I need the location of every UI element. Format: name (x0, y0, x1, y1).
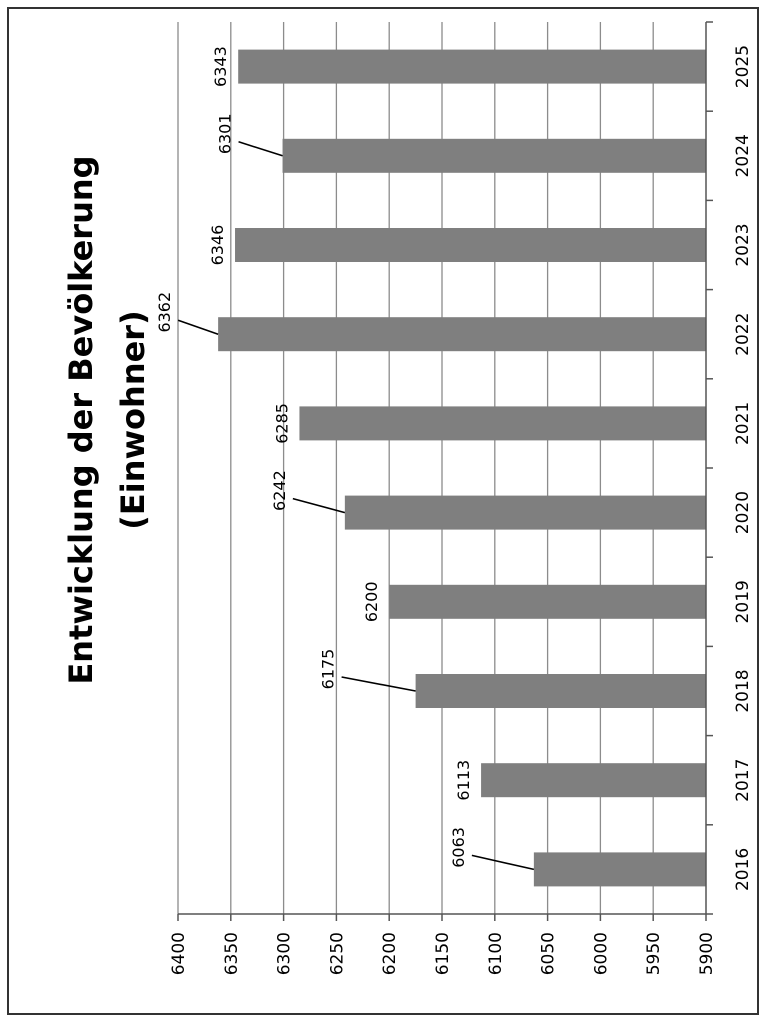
data-label: 6242 (270, 470, 289, 511)
category-label: 2018 (733, 669, 753, 712)
bars (218, 49, 707, 887)
bar (415, 674, 706, 708)
category-label: 2024 (733, 134, 753, 177)
data-label: 6175 (319, 649, 338, 690)
value-tick-label: 6250 (327, 932, 347, 975)
value-tick-label: 6100 (486, 932, 506, 975)
value-tick-label: 6300 (275, 932, 295, 975)
data-label: 6200 (362, 581, 381, 622)
category-label: 2023 (733, 223, 753, 266)
category-label: 2017 (733, 759, 753, 802)
value-tick-label: 6050 (539, 932, 559, 975)
bar (481, 763, 706, 798)
data-labels: 6063 6113 6175 6200 6242 6285 6362 6346 6301 6343 (155, 46, 473, 868)
data-label: 6343 (211, 46, 230, 87)
leader-lines (177, 141, 535, 871)
category-label: 2022 (733, 313, 753, 356)
data-label: 6301 (216, 113, 235, 154)
category-label: 2020 (733, 491, 753, 534)
leader-line (471, 854, 535, 871)
leader-line (238, 141, 283, 157)
data-label: 6285 (272, 403, 291, 444)
data-label: 6113 (454, 760, 473, 801)
chart-title: Entwicklung der Bevölkerung (Einwohner) (62, 155, 152, 684)
leader-line (341, 676, 416, 692)
bar (235, 228, 707, 262)
chart-title-line-2: (Einwohner) (114, 310, 152, 529)
leader-line (177, 319, 219, 335)
bar (299, 406, 706, 441)
category-label: 2019 (733, 580, 753, 623)
value-tick-label: 6400 (169, 932, 189, 975)
bar (344, 495, 706, 530)
bar (218, 317, 707, 352)
value-tick-label: 5900 (697, 932, 717, 975)
bar (389, 584, 706, 619)
value-tick-label: 6200 (380, 932, 400, 975)
bar (282, 138, 706, 173)
chart-title-line-1: Entwicklung der Bevölkerung (62, 155, 100, 684)
value-tick-label: 5950 (644, 932, 664, 975)
value-tick-label: 6000 (591, 932, 611, 975)
category-label: 2016 (733, 848, 753, 891)
category-label: 2021 (733, 402, 753, 445)
data-label: 6362 (155, 292, 174, 333)
category-label: 2025 (733, 45, 753, 88)
value-tick-label: 6150 (433, 932, 453, 975)
data-label: 6063 (449, 827, 468, 868)
bar (533, 852, 706, 887)
chart-border (7, 7, 759, 1015)
value-tick-label: 6350 (222, 932, 242, 975)
axes: 5900 5950 6000 6050 6100 6150 6200 6250 6300 6350… (169, 21, 753, 975)
leader-line (292, 497, 346, 514)
data-label: 6346 (208, 225, 227, 266)
bar (238, 49, 706, 84)
